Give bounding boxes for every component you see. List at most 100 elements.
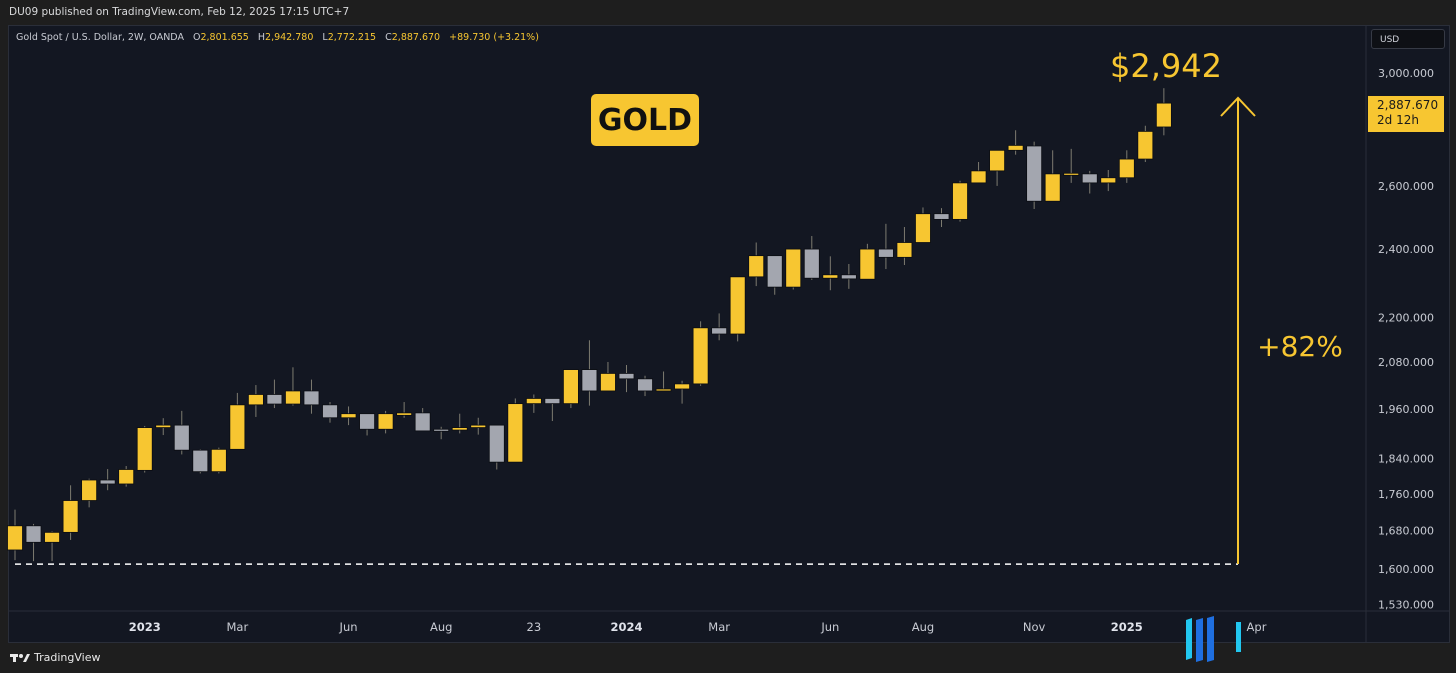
chart-panel[interactable] (8, 25, 1450, 643)
candle-body-down (488, 424, 505, 463)
candle (563, 369, 579, 409)
time-tick-label: 2025 (1111, 620, 1143, 634)
candle (1155, 88, 1172, 136)
candle (748, 242, 765, 287)
price-tick-label: 1,600.000 (1378, 563, 1434, 576)
candle (322, 402, 338, 423)
candle (600, 361, 616, 392)
gold-label: GOLD (598, 103, 692, 138)
candle-body-up (674, 383, 690, 390)
time-tick-label: Nov (1023, 620, 1046, 634)
candle (396, 402, 413, 418)
candle (7, 509, 23, 561)
peak-price-label: $2,942 (1110, 47, 1222, 85)
time-axis[interactable]: 2023 Mar Jun Aug 23 2024 Mar Jun Aug Nov 2025 Apr (129, 620, 1267, 634)
candle-body-down (1026, 145, 1043, 202)
candle-body-down (266, 394, 283, 405)
candle (433, 426, 450, 440)
tradingview-logo[interactable]: TradingView (10, 651, 100, 664)
candle-body-down (359, 413, 375, 430)
candle (1100, 169, 1117, 192)
candle-body-down (433, 428, 450, 432)
candle-body-up (229, 404, 246, 450)
candle (25, 523, 42, 562)
candle (155, 418, 172, 436)
candle-body-down (99, 479, 116, 485)
candle-body-up (470, 424, 487, 428)
candles-group (7, 88, 1172, 562)
price-tick-label: 2,600.000 (1378, 180, 1434, 193)
candle-body-up (507, 403, 524, 463)
candle-body-up (1118, 158, 1135, 179)
candle (81, 478, 98, 508)
candle-body-down (544, 398, 561, 405)
candle (878, 223, 894, 270)
last-price-tag: 2,887.670 2d 12h (1368, 96, 1444, 132)
candle-body-down (933, 213, 950, 220)
candle (44, 531, 60, 562)
time-tick-label: Mar (708, 620, 730, 634)
time-tick-label: Aug (430, 620, 452, 634)
candle (859, 243, 876, 280)
candle-body-up (118, 469, 135, 485)
candle (785, 248, 802, 290)
candle-body-up (1044, 173, 1061, 202)
candle-body-down (711, 327, 728, 335)
time-tick-label: 23 (527, 620, 542, 634)
symbol-name: Gold Spot / U.S. Dollar, 2W, OANDA (16, 32, 184, 43)
candle (451, 413, 468, 434)
candle-body-up (1100, 177, 1117, 184)
candle (711, 313, 728, 341)
up-arrow-icon (1220, 96, 1256, 564)
candle (340, 406, 357, 426)
time-tick-label: 2023 (129, 620, 161, 634)
candle-body-down (25, 525, 42, 543)
candle (803, 236, 820, 280)
candle (266, 379, 283, 409)
candle-body-up (785, 248, 802, 288)
candle (915, 207, 931, 243)
candle-body-up (155, 424, 172, 428)
price-tick-label: 2,200.000 (1378, 312, 1434, 325)
candle (99, 469, 116, 491)
price-tick-label: 1,960.000 (1378, 403, 1434, 416)
bar-countdown: 2d 12h (1377, 113, 1419, 127)
candle-body-up (451, 427, 468, 431)
candle-body-up (210, 448, 227, 473)
price-axis[interactable]: 3,000.000 2,600.000 2,400.000 2,200.000 2,08… (1378, 67, 1434, 611)
candle (674, 380, 690, 404)
candle (637, 375, 653, 397)
candle (1118, 150, 1135, 183)
candle (952, 180, 968, 222)
candle (766, 255, 783, 295)
candle (173, 410, 190, 455)
candle (488, 424, 505, 470)
candle (1137, 125, 1154, 162)
low-value: 2,772.215 (327, 32, 377, 43)
candle (618, 365, 635, 393)
candle-body-up (136, 427, 153, 471)
price-tick-label: 3,000.000 (1378, 67, 1434, 80)
change-value: +89.730 (+3.21%) (449, 32, 539, 43)
price-tick-label: 1,840.000 (1378, 453, 1434, 466)
price-tick-label: 1,530.000 (1378, 598, 1434, 611)
candle (970, 161, 987, 184)
candle-body-up (563, 369, 579, 405)
candle-body-down (637, 378, 653, 392)
candle (136, 425, 153, 473)
currency-button[interactable]: USD (1371, 29, 1445, 49)
candle-body-up (44, 531, 60, 543)
close-value: 2,887.670 (391, 32, 441, 43)
candle-body-down (173, 424, 190, 451)
candle (525, 394, 542, 413)
candle (822, 256, 839, 291)
candle-body-up (952, 182, 968, 220)
candle-body-up (285, 390, 301, 405)
candle (507, 398, 524, 463)
candle (247, 385, 264, 417)
tradingview-icon (10, 653, 30, 662)
candle (840, 263, 857, 289)
candle-body-up (748, 255, 765, 278)
candle-body-up (859, 248, 876, 280)
